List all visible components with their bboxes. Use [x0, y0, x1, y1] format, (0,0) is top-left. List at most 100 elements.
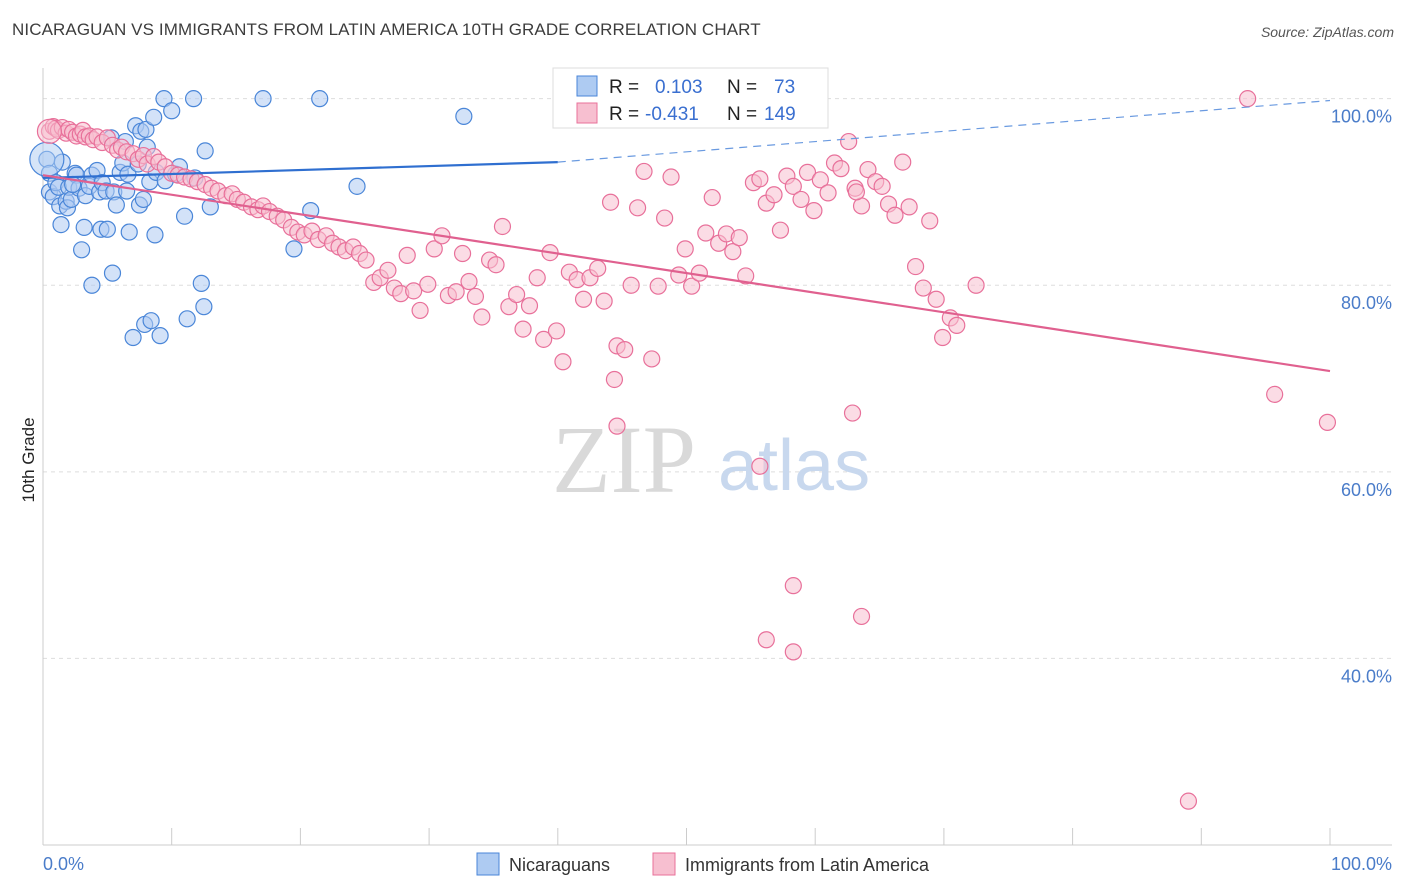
immigrants-point-93: [601, 193, 620, 211]
y-axis-label: 10th Grade: [19, 417, 38, 502]
nicaraguans-point-59: [184, 90, 203, 108]
series-immigrants: [36, 90, 1337, 810]
stats-r-value-pink: -0.431: [645, 104, 699, 125]
immigrants-point-77: [493, 217, 512, 236]
immigrants-point-158: [847, 183, 865, 201]
y-tick-labels: 100.0% 80.0% 60.0% 40.0%: [1331, 107, 1392, 687]
nicaraguans-point-7: [52, 216, 70, 234]
x-tick-label-min: 0.0%: [43, 854, 84, 874]
source-label: Source: ZipAtlas.com: [1260, 24, 1394, 40]
immigrants-point-146: [843, 404, 862, 422]
immigrants-point-83: [535, 330, 553, 348]
gridlines: [43, 98, 1392, 659]
immigrants-point-89: [574, 290, 593, 308]
series-nicaraguans: [29, 90, 473, 347]
immigrants-point-153: [1266, 385, 1284, 403]
nicaraguans-point-15: [73, 241, 91, 259]
y-tick-label-60: 60.0%: [1341, 480, 1392, 500]
immigrants-point-76: [487, 256, 505, 274]
nicaraguans-point-69: [348, 177, 366, 195]
trend-line-nicaraguans: [42, 160, 558, 180]
immigrants-point-70: [447, 283, 465, 301]
legend-label-nicaraguans: Nicaraguans: [509, 855, 610, 875]
stats-n-value-blue: 73: [774, 77, 795, 98]
nicaraguans-point-42: [134, 190, 152, 209]
nicaraguans-point-61: [192, 274, 210, 292]
immigrants-point-151: [852, 607, 871, 626]
stats-n-label-pink: N =: [727, 104, 757, 125]
immigrants-point-113: [737, 267, 755, 285]
immigrants-point-85: [547, 322, 566, 340]
nicaraguans-point-44: [137, 120, 155, 139]
immigrants-point-86: [554, 353, 572, 371]
immigrants-point-155: [1179, 792, 1198, 810]
immigrants-point-139: [914, 279, 932, 297]
immigrants-point-118: [771, 221, 790, 239]
x-tick-label-max: 100.0%: [1331, 854, 1392, 874]
watermark-atlas: atlas: [718, 426, 870, 506]
immigrants-point-78: [500, 298, 518, 316]
immigrants-point-91: [589, 259, 607, 278]
immigrants-point-136: [894, 153, 912, 171]
immigrants-point-98: [635, 162, 653, 181]
immigrants-point-103: [670, 266, 688, 284]
nicaraguans-point-63: [196, 142, 214, 160]
immigrants-point-101: [656, 209, 674, 227]
immigrants-point-97: [628, 199, 647, 217]
chart-title: NICARAGUAN VS IMMIGRANTS FROM LATIN AMER…: [12, 20, 761, 39]
immigrants-point-135: [886, 206, 904, 224]
immigrants-point-148: [784, 577, 802, 595]
nicaraguans-point-48: [145, 108, 163, 126]
immigrants-point-121: [792, 190, 810, 209]
immigrants-point-71: [453, 244, 472, 263]
nicaraguans-point-62: [195, 298, 213, 316]
nicaraguans-point-28: [103, 264, 122, 282]
legend-label-immigrants: Immigrants from Latin America: [685, 855, 930, 875]
y-tick-label-40: 40.0%: [1341, 666, 1392, 686]
y-tick-label-100: 100.0%: [1331, 107, 1392, 127]
nicaraguans-point-16: [75, 218, 93, 237]
immigrants-point-96: [622, 276, 640, 294]
immigrants-point-63: [398, 246, 416, 264]
immigrants-point-157: [608, 417, 626, 435]
immigrants-point-145: [967, 276, 985, 294]
nicaraguans-point-70: [455, 107, 473, 125]
immigrants-point-81: [520, 297, 539, 315]
nicaraguans-point-20: [83, 276, 101, 294]
nicaraguans-point-54: [163, 102, 181, 120]
nicaraguans-point-57: [175, 207, 194, 225]
immigrants-point-95: [616, 341, 634, 359]
immigrants-point-74: [473, 308, 491, 326]
immigrants-point-105: [683, 277, 701, 295]
nicaraguans-point-51: [151, 327, 169, 345]
immigrants-point-57: [357, 251, 375, 269]
immigrants-point-141: [927, 290, 945, 308]
stats-box: R = 0.103 N = 73 R = -0.431 N = 149: [552, 67, 829, 129]
immigrants-point-147: [751, 457, 769, 475]
legend-swatch-immigrants: [652, 852, 676, 876]
immigrants-point-122: [798, 163, 817, 181]
immigrants-point-67: [425, 240, 443, 258]
stats-n-value-pink: 149: [764, 104, 796, 125]
trend-line-nicaraguans-extension: [557, 99, 1331, 163]
immigrants-point-65: [411, 301, 429, 320]
immigrants-point-123: [805, 202, 823, 220]
trend-lines: [42, 99, 1331, 373]
nicaraguans-point-34: [118, 182, 136, 200]
immigrants-point-149: [757, 631, 775, 649]
nicaraguans-point-26: [98, 220, 116, 238]
immigrants-point-127: [832, 160, 850, 178]
nicaraguans-point-47: [142, 312, 160, 330]
nicaraguans-point-52: [155, 90, 173, 108]
immigrants-point-99: [643, 350, 661, 368]
nicaraguans-point-68: [311, 90, 329, 108]
immigrants-point-102: [662, 168, 680, 186]
nicaraguans-point-65: [254, 90, 272, 108]
immigrants-point-66: [419, 275, 437, 293]
immigrants-point-150: [784, 643, 802, 661]
immigrants-point-117: [765, 186, 783, 204]
immigrants-point-131: [859, 160, 877, 179]
immigrants-point-92: [595, 292, 613, 310]
legend: Nicaraguans Immigrants from Latin Americ…: [476, 852, 930, 876]
